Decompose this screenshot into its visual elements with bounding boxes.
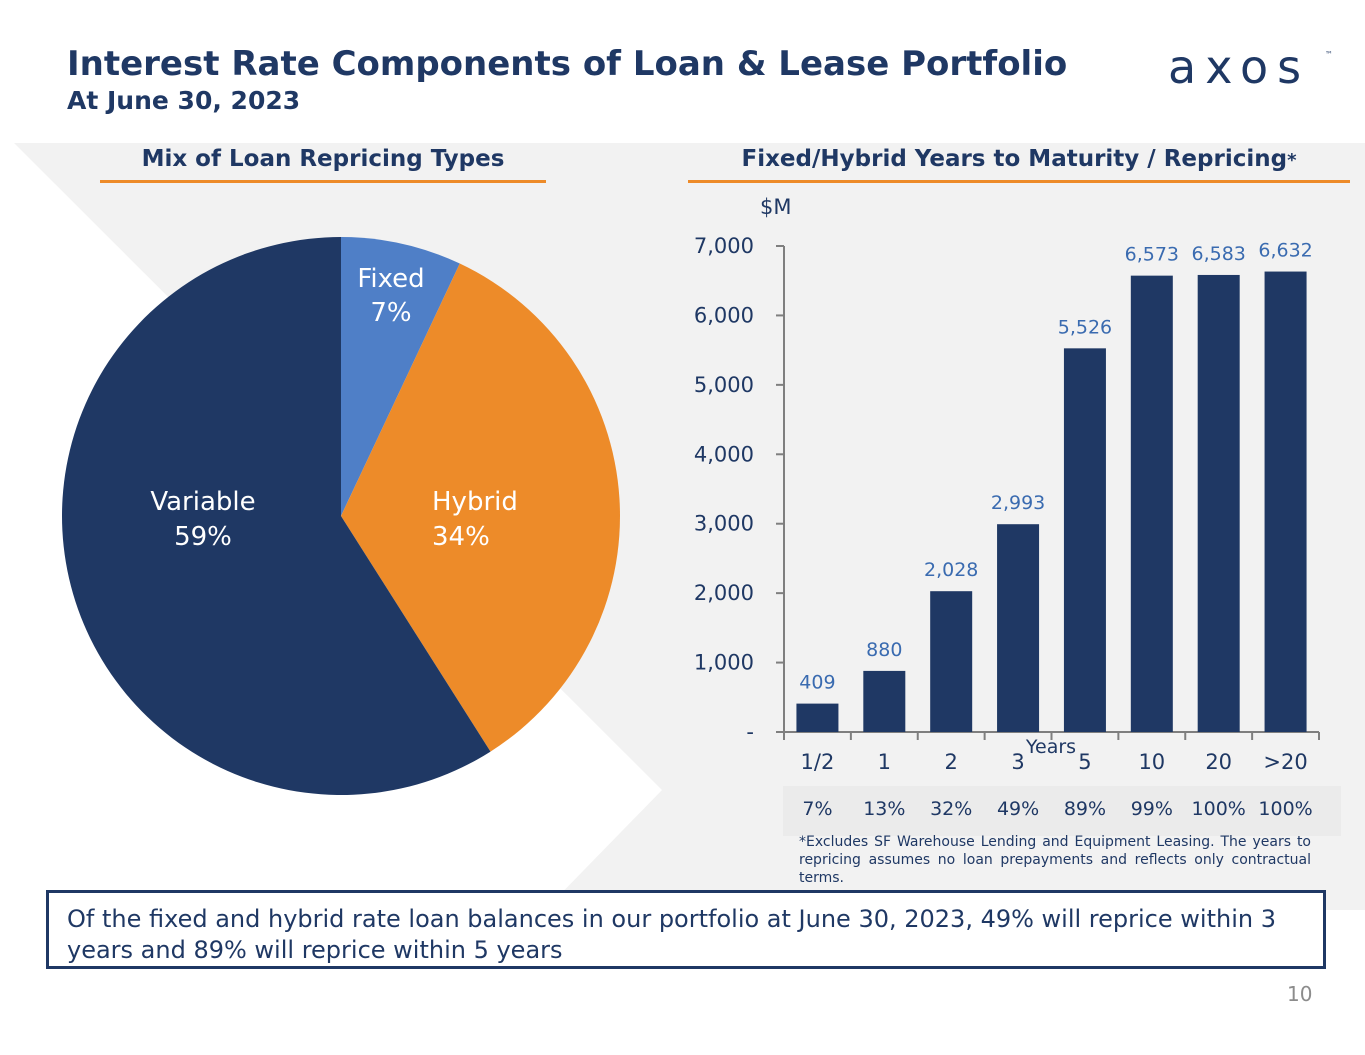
y-axis-label: $M: [760, 195, 791, 219]
cumulative-pct-label: 89%: [1064, 798, 1106, 820]
x-tick-label: 1/2: [801, 750, 835, 774]
pie-label-fixed: Fixed: [357, 264, 424, 294]
bar: [1063, 348, 1106, 732]
bar: [997, 524, 1040, 732]
bar-value-label: 6,583: [1191, 243, 1245, 265]
bar: [1264, 271, 1307, 732]
y-tick-label: -: [746, 720, 754, 744]
bar: [930, 591, 973, 732]
bar-heading-asterisk: *: [1287, 150, 1297, 171]
bar-section-heading: Fixed/Hybrid Years to Maturity / Reprici…: [688, 146, 1350, 172]
bar-chart: - 1,000 2,000 3,000 4,000 5,000 6,000 7,000$M 40…: [694, 195, 1320, 820]
bar-heading-underline: [688, 180, 1350, 183]
pie-heading-underline: [100, 180, 546, 183]
callout-box: Of the fixed and hybrid rate loan balanc…: [46, 890, 1326, 969]
cumulative-pct-label: 13%: [863, 798, 905, 820]
cumulative-pct-label: 49%: [997, 798, 1039, 820]
logo-trademark: ™: [1325, 50, 1333, 59]
bar: [1197, 274, 1240, 732]
y-tick-label: 5,000: [694, 373, 754, 397]
x-axis-label: Years: [1025, 736, 1076, 758]
bar-value-label: 409: [799, 672, 835, 694]
x-tick-label: 10: [1138, 750, 1165, 774]
cumulative-pct-label: 100%: [1192, 798, 1246, 820]
y-tick-label: 3,000: [694, 512, 754, 536]
bar-value-label: 6,573: [1125, 244, 1179, 266]
pie-label-hybrid: Hybrid: [432, 487, 518, 517]
cumulative-pct-label: 100%: [1258, 798, 1312, 820]
bar-heading-text: Fixed/Hybrid Years to Maturity / Reprici…: [741, 146, 1288, 172]
y-tick-label: 1,000: [694, 651, 754, 675]
pie-slice-fixed: [341, 237, 460, 516]
page-subtitle: At June 30, 2023: [67, 86, 301, 115]
x-tick-label: 3: [1011, 750, 1024, 774]
cumulative-pct-label: 7%: [802, 798, 832, 820]
pie-label-variable: Variable: [150, 487, 255, 517]
x-tick-label: 5: [1078, 750, 1091, 774]
bar-value-label: 6,632: [1258, 240, 1312, 262]
pie-pct-hybrid: 34%: [432, 522, 490, 552]
callout-text: Of the fixed and hybrid rate loan balanc…: [67, 905, 1276, 964]
bar: [863, 670, 906, 732]
bar: [1130, 275, 1173, 732]
pie-chart: Fixed 7% Hybrid 34% Variable 59%: [62, 237, 621, 795]
y-tick-label: 6,000: [694, 303, 754, 327]
x-tick-label: >20: [1263, 750, 1307, 774]
pie-pct-fixed: 7%: [370, 298, 411, 328]
x-tick-label: 2: [945, 750, 958, 774]
axos-logo: axos: [1168, 40, 1311, 94]
footnote: *Excludes SF Warehouse Lending and Equip…: [799, 834, 1311, 886]
pie-slice-hybrid: [341, 263, 621, 752]
bar: [796, 703, 839, 732]
bar-value-label: 5,526: [1058, 316, 1112, 338]
bar-value-label: 880: [866, 639, 902, 661]
y-tick-label: 2,000: [694, 581, 754, 605]
pie-pct-variable: 59%: [174, 522, 232, 552]
y-tick-label: 7,000: [694, 234, 754, 258]
cumulative-pct-label: 99%: [1131, 798, 1173, 820]
cumulative-pct-label: 32%: [930, 798, 972, 820]
page-number: 10: [1287, 982, 1313, 1006]
bar-value-label: 2,028: [924, 559, 978, 581]
pie-section-heading: Mix of Loan Repricing Types: [141, 146, 505, 172]
x-tick-label: 1: [878, 750, 891, 774]
x-tick-label: 20: [1205, 750, 1232, 774]
pie-slice-variable: [62, 237, 491, 795]
bar-value-label: 2,993: [991, 492, 1045, 514]
y-tick-label: 4,000: [694, 442, 754, 466]
page-title: Interest Rate Components of Loan & Lease…: [67, 44, 1068, 84]
